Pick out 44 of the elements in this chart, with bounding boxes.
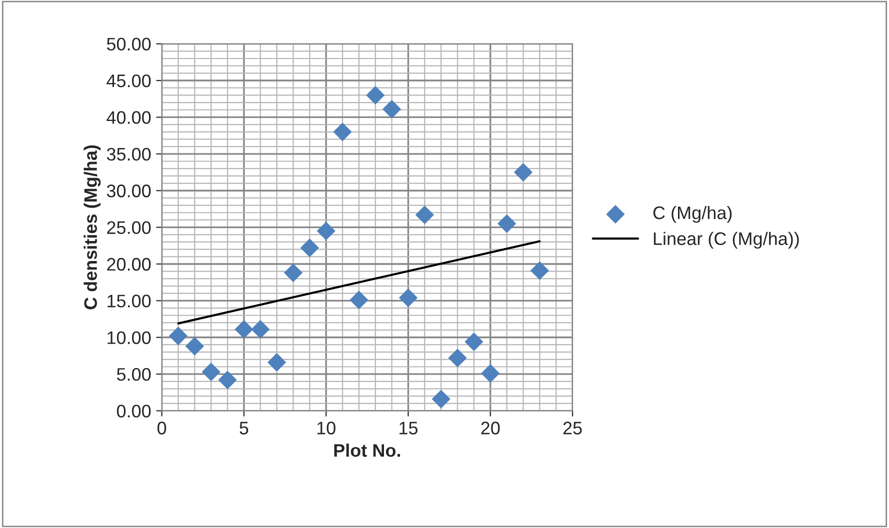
point xyxy=(382,100,402,118)
point xyxy=(448,348,467,368)
y-tick-label: 40.00 xyxy=(106,111,151,124)
point xyxy=(530,261,549,280)
point xyxy=(398,288,418,308)
point xyxy=(218,370,237,390)
legend-label: C (Mg/ha) xyxy=(653,206,732,223)
y-tick-label: 30.00 xyxy=(106,184,151,198)
y-tick-label: 20.00 xyxy=(107,258,151,271)
x-tick-label: 0 xyxy=(157,422,166,434)
point xyxy=(168,326,188,346)
point xyxy=(284,263,303,282)
point xyxy=(185,336,204,356)
point xyxy=(366,86,385,105)
y-tick-label: 15.00 xyxy=(108,294,151,308)
point xyxy=(415,206,434,224)
x-tick-label: 10 xyxy=(317,422,336,434)
x-axis-title: Plot No. xyxy=(334,444,400,457)
y-tick-label: 45.00 xyxy=(106,74,151,88)
x-tick-label: 25 xyxy=(563,422,582,434)
legend-label: Linear (C (Mg/ha)) xyxy=(654,232,799,249)
x-tick-label: 20 xyxy=(481,422,500,434)
point xyxy=(300,238,319,258)
point xyxy=(350,290,368,310)
point xyxy=(481,364,500,383)
y-axis-title: C densities (Mg/ha) xyxy=(84,145,101,310)
point xyxy=(464,332,484,352)
x-tick-label: 5 xyxy=(240,422,248,434)
y-tick-label: 0.00 xyxy=(116,404,151,418)
point xyxy=(267,353,286,372)
point xyxy=(514,162,533,182)
x-tick-label: 15 xyxy=(400,422,418,434)
y-tick-label: 5.00 xyxy=(116,368,151,381)
point xyxy=(202,362,220,382)
point xyxy=(333,122,352,142)
y-tick-label: 35.00 xyxy=(106,148,151,161)
y-tick-label: 50.00 xyxy=(106,38,151,51)
point xyxy=(251,320,270,339)
y-tick-label: 10.00 xyxy=(108,331,151,344)
point xyxy=(497,214,516,233)
point xyxy=(234,320,254,339)
point xyxy=(432,390,450,408)
point xyxy=(316,222,336,240)
y-tick-label: 25.00 xyxy=(107,221,151,234)
